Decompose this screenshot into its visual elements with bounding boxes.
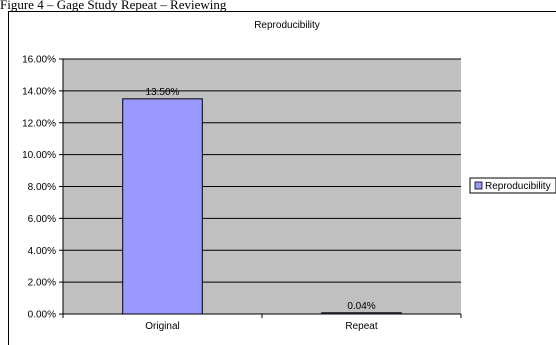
y-tick-label: 4.00% [28, 246, 56, 257]
x-tick-label-original: Original [145, 321, 179, 332]
y-tick-label: 0.00% [28, 310, 56, 321]
chart-title: Reproducibility [254, 20, 320, 31]
figure-caption: Figure 4 – Gage Study Repeat – Reviewing [0, 0, 556, 11]
y-tick-label: 8.00% [28, 182, 56, 193]
y-tick-label: 14.00% [22, 86, 56, 97]
y-tick-label: 2.00% [28, 278, 56, 289]
y-tick-label: 12.00% [22, 118, 56, 129]
chart-frame [8, 11, 556, 345]
legend-box [469, 177, 556, 194]
data-labels: 13.50% 0.04% [146, 87, 376, 312]
legend: Reproducibility [469, 177, 556, 194]
y-tick-label: 10.00% [22, 150, 56, 161]
y-tick-label: 6.00% [28, 214, 56, 225]
y-axis-ticks: 0.00% 2.00% 4.00% 6.00% 8.00% 10.00% 12.00% 14.… [22, 55, 63, 321]
bar-original [122, 98, 203, 315]
y-tick-label: 16.00% [22, 55, 56, 66]
x-tick-label-repeat: Repeat [345, 321, 377, 332]
legend-label-reproducibility: Reproducibility [485, 181, 551, 192]
data-label-original: 13.50% [146, 87, 180, 98]
bars [122, 98, 402, 315]
figure-caption-text: Figure 4 – Gage Study Repeat – Reviewing [0, 0, 227, 11]
x-axis-ticks: Original Repeat [62, 314, 462, 332]
data-label-repeat: 0.04% [347, 301, 375, 312]
legend-swatch [474, 181, 483, 190]
